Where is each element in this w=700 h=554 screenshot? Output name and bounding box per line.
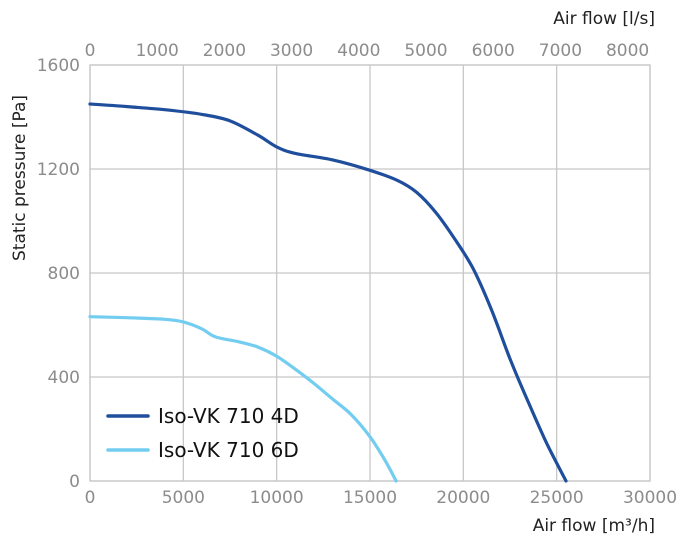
series-line-0 bbox=[88, 102, 568, 483]
x-tick-label-6: 30000 bbox=[623, 488, 677, 508]
plot-frame bbox=[89, 64, 651, 482]
x-top-tick-label-7: 7000 bbox=[539, 41, 582, 61]
x-top-tick-label-0: 0 bbox=[85, 41, 96, 61]
x-tick-label-2: 10000 bbox=[250, 488, 304, 508]
x-top-tick-label-4: 4000 bbox=[337, 41, 380, 61]
x-top-tick-label-1: 1000 bbox=[136, 41, 179, 61]
y-tick-label-3: 1200 bbox=[37, 160, 80, 180]
x-tick-label-0: 0 bbox=[85, 488, 96, 508]
x-tick-label-3: 15000 bbox=[343, 488, 397, 508]
y-tick-label-0: 0 bbox=[69, 472, 80, 492]
x-top-tick-label-5: 5000 bbox=[404, 41, 447, 61]
bottom-axis-label: Air flow [m³/h] bbox=[533, 516, 655, 536]
x-tick-label-1: 5000 bbox=[162, 488, 205, 508]
x-top-tick-label-2: 2000 bbox=[203, 41, 246, 61]
legend-label-4d: Iso-VK 710 4D bbox=[158, 404, 299, 428]
x-tick-label-4: 20000 bbox=[436, 488, 490, 508]
legend: Iso-VK 710 4D Iso-VK 710 6D bbox=[106, 404, 299, 462]
series-layer bbox=[88, 102, 568, 483]
x-top-tick-label-8: 8000 bbox=[606, 41, 649, 61]
series-line-1 bbox=[88, 315, 398, 483]
y-tick-label-2: 800 bbox=[48, 264, 80, 284]
legend-label-6d: Iso-VK 710 6D bbox=[158, 438, 299, 462]
y-axis-label: Static pressure [Pa] bbox=[10, 95, 30, 261]
bottom-axis-ticks: 0 5000 10000 15000 20000 25000 30000 bbox=[85, 488, 677, 508]
y-tick-label-1: 400 bbox=[48, 368, 80, 388]
left-axis-ticks: 0 400 800 1200 1600 bbox=[37, 56, 80, 492]
x-top-tick-label-3: 3000 bbox=[270, 41, 313, 61]
top-axis-ticks: 0 1000 2000 3000 4000 5000 6000 7000 8000 bbox=[85, 41, 650, 61]
x-tick-label-5: 25000 bbox=[530, 488, 584, 508]
y-tick-label-4: 1600 bbox=[37, 56, 80, 76]
x-top-tick-label-6: 6000 bbox=[472, 41, 515, 61]
top-axis-label: Air flow [l/s] bbox=[553, 9, 655, 29]
